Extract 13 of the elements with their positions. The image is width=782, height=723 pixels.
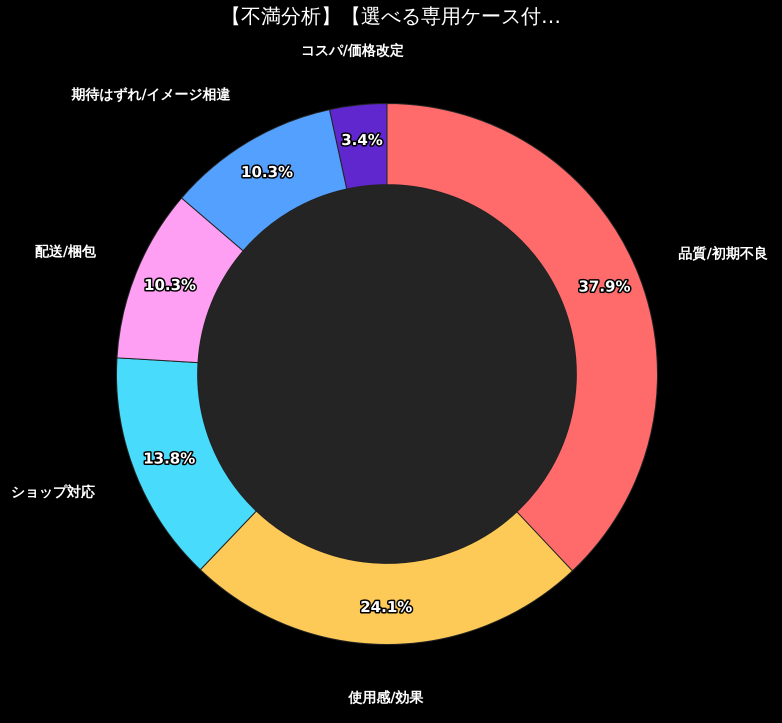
data-label: 10.3% [241, 162, 294, 181]
slice-label: ショップ対応 [10, 483, 95, 500]
slice-label: 配送/梱包 [34, 244, 98, 260]
chart-title: 【不満分析】【選べる専用ケース付… [221, 4, 561, 28]
slice-label: コスパ/価格改定 [300, 42, 404, 59]
slice-label: 使用感/効果 [347, 690, 425, 706]
slice-label: 期待はずれ/イメージ相違 [70, 86, 232, 103]
data-label: 10.3% [144, 276, 196, 294]
slice-label: 品質/初期不良 [678, 244, 768, 262]
data-label: 3.4% [341, 131, 383, 150]
data-label: 37.9% [578, 278, 631, 296]
data-label: 13.8% [143, 450, 196, 468]
data-label: 24.1% [360, 598, 412, 616]
